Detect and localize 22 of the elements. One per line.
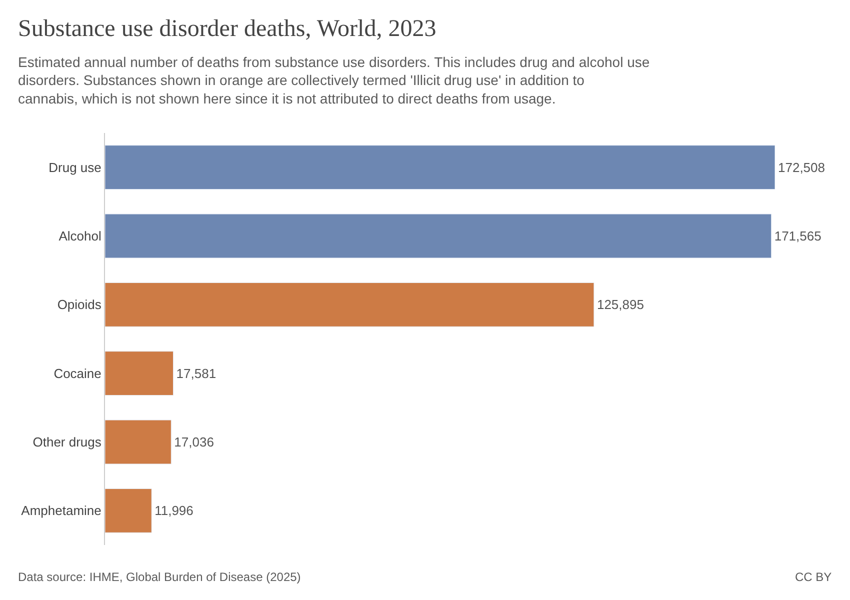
source-note: Data source: IHME, Global Burden of Disease (2025) [18,570,301,584]
bar [105,145,775,190]
bar [105,488,152,533]
bar [105,351,174,396]
y-tick-label: Alcohol [58,228,102,244]
y-tick-label: Other drugs [32,434,102,450]
bar [105,214,772,258]
data-label: 17,036 [174,434,214,450]
text: CC BY [795,570,832,584]
data-label: 11,996 [154,503,194,518]
data-label: 17,581 [176,366,216,381]
y-tick-label: Opioids [57,297,102,312]
y-tick-label: Amphetamine [21,503,102,518]
y-tick-label: Cocaine [54,366,102,381]
bar [105,282,594,327]
chart-subtitle: Estimated annual number of deaths from substance use disorders. This includes drug and alcohol use disorders. Substances shown in orange are collectively termed 'Illicit drug use' in addition to cannabis, which is not shown here since it is not attributed to direct deaths from usage. [18,54,650,106]
data-label: 171,565 [774,228,822,244]
data-label: 172,508 [778,160,825,175]
chart-title: Substance use disorder deaths, World, 2023 [18,16,436,42]
data-label: 125,895 [596,297,644,312]
y-tick-label: Drug use [48,160,102,175]
bar [105,420,172,464]
